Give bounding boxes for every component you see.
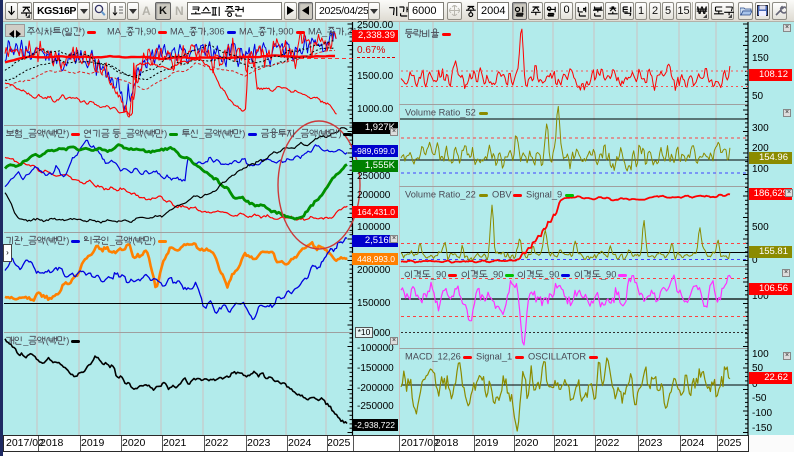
svg-text:MA_: MA_ <box>308 27 328 37</box>
svg-text:): ) <box>338 129 341 139</box>
svg-text:): ) <box>82 27 85 37</box>
svg-text:_: _ <box>294 129 301 139</box>
svg-text:Volume Ratio_52: Volume Ratio_52 <box>405 108 476 118</box>
svg-text:_: _ <box>199 129 206 139</box>
svg-text:(: ( <box>318 129 322 139</box>
svg-text:MA_: MA_ <box>170 27 190 37</box>
svg-text:_: _ <box>109 236 116 246</box>
svg-text:Signal_1: Signal_1 <box>476 352 512 362</box>
svg-text:): ) <box>66 336 69 346</box>
svg-text:): ) <box>164 129 167 139</box>
svg-text:(: ( <box>222 129 226 139</box>
svg-text:OBV: OBV <box>492 190 512 200</box>
svg-text:_: _ <box>120 129 127 139</box>
svg-text:(: ( <box>46 129 50 139</box>
svg-text:_: _ <box>22 129 29 139</box>
svg-text:): ) <box>243 129 246 139</box>
svg-text:,306: ,306 <box>207 27 225 37</box>
svg-text:,900: ,900 <box>276 27 294 37</box>
svg-text:): ) <box>66 129 69 139</box>
svg-text:MA_: MA_ <box>239 27 259 37</box>
svg-text:Volume Ratio_22: Volume Ratio_22 <box>405 190 476 200</box>
svg-text:(: ( <box>144 129 148 139</box>
svg-text:MA_: MA_ <box>107 27 127 37</box>
svg-text:,90: ,90 <box>144 27 157 37</box>
svg-text:_90: _90 <box>486 270 503 280</box>
svg-text:(: ( <box>46 236 50 246</box>
svg-text:_90: _90 <box>543 270 560 280</box>
svg-text:_90: _90 <box>599 270 616 280</box>
svg-text:_: _ <box>22 236 29 246</box>
svg-text:_90: _90 <box>430 270 447 280</box>
svg-text:): ) <box>66 236 69 246</box>
svg-text:MACD_12,26: MACD_12,26 <box>405 352 461 362</box>
svg-text:OSCILLATOR: OSCILLATOR <box>528 352 586 362</box>
svg-text:_: _ <box>22 336 29 346</box>
svg-text:Signal_9: Signal_9 <box>526 190 562 200</box>
svg-text:(: ( <box>133 236 137 246</box>
svg-text:(: ( <box>62 27 66 37</box>
svg-text:): ) <box>153 236 156 246</box>
svg-text:(: ( <box>46 336 50 346</box>
